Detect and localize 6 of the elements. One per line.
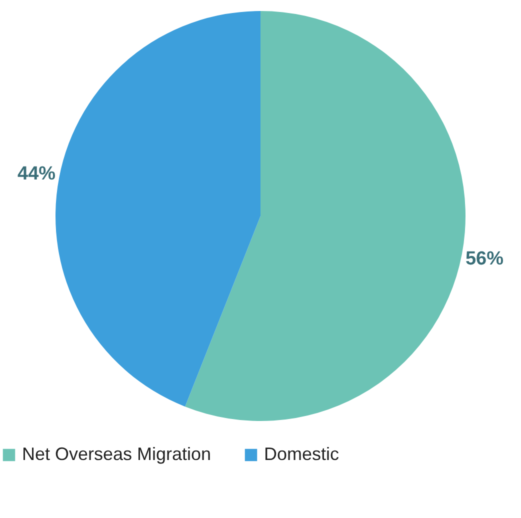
legend-label: Domestic <box>264 444 340 464</box>
pie-slice <box>185 11 466 421</box>
pie-slice <box>56 11 260 407</box>
data-label: 44% <box>18 163 56 184</box>
legend-label: Net Overseas Migration <box>22 444 212 464</box>
data-label: 56% <box>465 248 504 270</box>
